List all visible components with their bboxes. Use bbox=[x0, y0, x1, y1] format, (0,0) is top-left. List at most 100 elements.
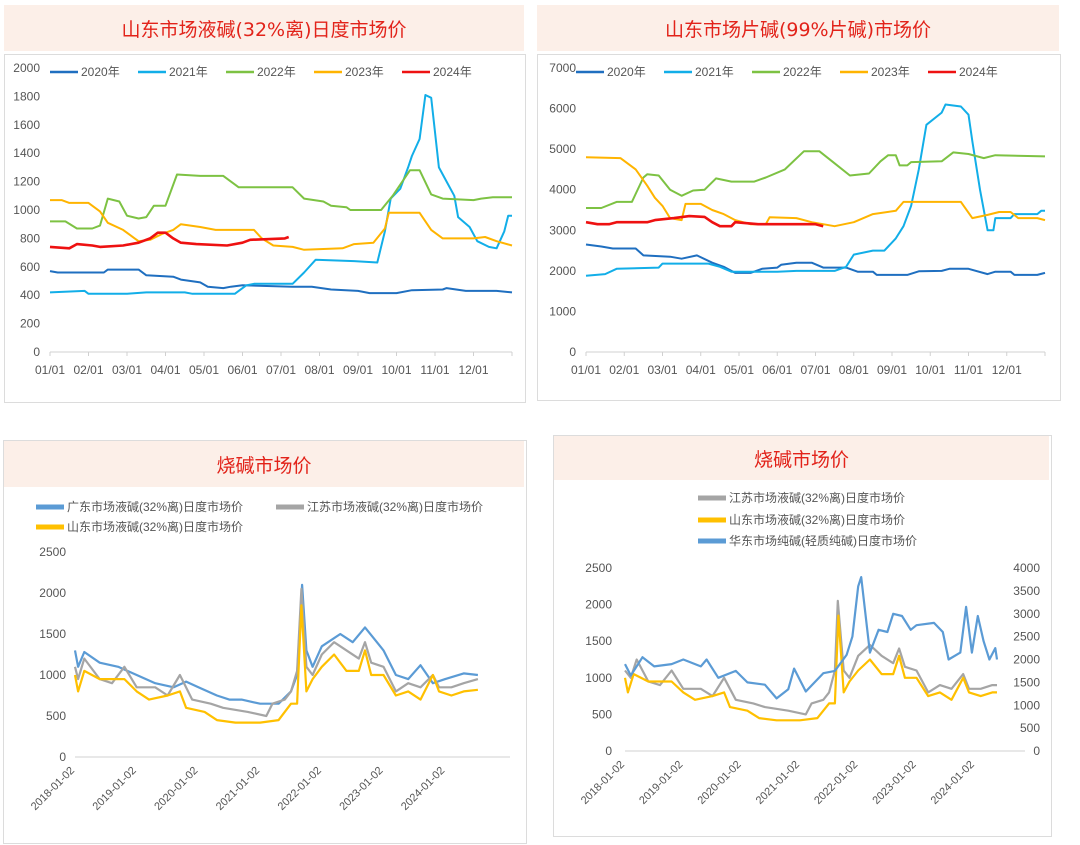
y-tick-label: 600 bbox=[20, 260, 40, 274]
y2-tick-label: 1500 bbox=[1013, 675, 1040, 689]
x-tick-label: 02/01 bbox=[609, 363, 639, 377]
y-tick-label: 5000 bbox=[549, 142, 576, 156]
y-tick-label: 1400 bbox=[13, 146, 40, 160]
y-tick-label: 2000 bbox=[13, 61, 40, 75]
chart1-title: 山东市场液碱(32%离)日度市场价 bbox=[4, 5, 524, 51]
y-tick-label: 7000 bbox=[549, 61, 576, 75]
y-tick-label: 0 bbox=[59, 750, 66, 764]
legend-label: 2022年 bbox=[783, 65, 822, 79]
chart-2: 0 1000 2000 3000 4000 5000 6000 7000 01/01 02/01 0… bbox=[549, 61, 1046, 377]
legend-label: 2020年 bbox=[607, 65, 646, 79]
y-tick-label: 1000 bbox=[13, 203, 40, 217]
x-tick-label: 12/01 bbox=[458, 363, 488, 377]
legend-label: 2024年 bbox=[959, 65, 998, 79]
y-tick-label: 4000 bbox=[549, 183, 576, 197]
y-tick-label: 500 bbox=[46, 709, 66, 723]
chart4-title: 烧碱市场价 bbox=[554, 436, 1049, 480]
series-line-1 bbox=[624, 599, 997, 716]
x-tick-label: 2022-01-02 bbox=[276, 765, 324, 813]
x-tick-label: 05/01 bbox=[189, 363, 219, 377]
x-tick-label: 04/01 bbox=[686, 363, 716, 377]
x-tick-label: 04/01 bbox=[150, 363, 180, 377]
chart-3: 0 500 1000 1500 2000 2500 2018-01-02 2019-01-02… bbox=[29, 499, 510, 813]
series-line-1 bbox=[49, 268, 513, 295]
series-line-2 bbox=[73, 587, 479, 718]
legend-label: 广东市场液碱(32%离)日度市场价 bbox=[67, 499, 243, 514]
x-tick-label: 02/01 bbox=[73, 363, 103, 377]
x-tick-label: 2024-01-02 bbox=[399, 765, 447, 813]
legend-label: 山东市场液碱(32%离)日度市场价 bbox=[67, 519, 243, 534]
legend-label: 2021年 bbox=[695, 65, 734, 79]
x-tick-label: 10/01 bbox=[381, 363, 411, 377]
x-tick-label: 01/01 bbox=[35, 363, 65, 377]
x-tick-label: 2021-01-02 bbox=[214, 765, 262, 813]
legend-label: 山东市场液碱(32%离)日度市场价 bbox=[729, 512, 905, 527]
chart3-frame bbox=[3, 440, 527, 844]
series-line-3 bbox=[50, 169, 512, 230]
x-tick-label: 2019-01-02 bbox=[91, 765, 139, 813]
y-tick-label: 6000 bbox=[549, 102, 576, 116]
series-line-3 bbox=[586, 150, 1046, 209]
x-tick-label: 05/01 bbox=[724, 363, 754, 377]
y2-tick-label: 1000 bbox=[1013, 698, 1040, 712]
legend-label: 2024年 bbox=[433, 65, 472, 79]
x-tick-label: 01/01 bbox=[571, 363, 601, 377]
y-tick-label: 0 bbox=[569, 345, 576, 359]
x-tick-label: 12/01 bbox=[992, 363, 1022, 377]
x-tick-label: 11/01 bbox=[420, 363, 449, 377]
x-tick-label: 2021-01-02 bbox=[754, 759, 802, 807]
y-tick-label: 1800 bbox=[13, 89, 40, 103]
x-tick-label: 03/01 bbox=[112, 363, 142, 377]
x-tick-label: 07/01 bbox=[266, 363, 296, 377]
y2-tick-label: 500 bbox=[1020, 721, 1040, 735]
legend-label: 江苏市场液碱(32%离)日度市场价 bbox=[307, 499, 483, 514]
legend-label: 2021年 bbox=[169, 65, 208, 79]
y-tick-label: 0 bbox=[33, 345, 40, 359]
y-tick-label: 3000 bbox=[549, 223, 576, 237]
x-tick-label: 2023-01-02 bbox=[337, 765, 385, 813]
x-tick-label: 07/01 bbox=[800, 363, 830, 377]
x-tick-label: 03/01 bbox=[647, 363, 677, 377]
y2-tick-label: 2500 bbox=[1013, 630, 1040, 644]
x-tick-label: 2019-01-02 bbox=[637, 759, 685, 807]
x-tick-label: 2022-01-02 bbox=[812, 759, 860, 807]
y-tick-label: 1600 bbox=[13, 118, 40, 132]
x-tick-label: 09/01 bbox=[877, 363, 907, 377]
y-tick-label: 2500 bbox=[39, 545, 66, 559]
series-line-2 bbox=[585, 103, 1045, 277]
x-tick-label: 2023-01-02 bbox=[870, 759, 918, 807]
x-tick-label: 06/01 bbox=[227, 363, 257, 377]
legend-label: 2022年 bbox=[257, 65, 296, 79]
x-tick-label: 08/01 bbox=[304, 363, 334, 377]
y-tick-label: 400 bbox=[20, 288, 40, 302]
y-tick-label: 800 bbox=[20, 231, 40, 245]
y-tick-label: 1200 bbox=[13, 175, 40, 189]
x-tick-label: 06/01 bbox=[762, 363, 792, 377]
y2-tick-label: 3500 bbox=[1013, 584, 1040, 598]
series-line-3 bbox=[73, 604, 479, 724]
chart3-title: 烧碱市场价 bbox=[4, 441, 524, 487]
series-line-3 bbox=[624, 576, 999, 700]
chart2-frame bbox=[537, 54, 1061, 401]
y-tick-label: 2500 bbox=[585, 561, 612, 575]
chart-4: 0 500 1000 1500 2000 2500 0 500 1000 1500 2000 2500… bbox=[579, 490, 1040, 807]
series-line-2 bbox=[623, 614, 997, 722]
chart-1: 0 200 400 600 800 1000 1200 1400 1600 1800 2000 01/… bbox=[13, 61, 513, 377]
y2-tick-label: 3000 bbox=[1013, 607, 1040, 621]
y-tick-label: 2000 bbox=[585, 598, 612, 612]
x-tick-label: 08/01 bbox=[839, 363, 869, 377]
series-line-1 bbox=[585, 243, 1046, 276]
y-tick-label: 1000 bbox=[585, 671, 612, 685]
y2-tick-label: 4000 bbox=[1013, 561, 1040, 575]
x-tick-label: 11/01 bbox=[954, 363, 983, 377]
y-tick-label: 1000 bbox=[39, 668, 66, 682]
y-tick-label: 500 bbox=[592, 707, 612, 721]
y2-tick-label: 0 bbox=[1033, 744, 1040, 758]
y-tick-label: 200 bbox=[20, 317, 40, 331]
series-line-5 bbox=[49, 231, 290, 250]
legend-label: 华东市场纯碱(轻质纯碱)日度市场价 bbox=[729, 533, 917, 548]
x-tick-label: 2018-01-02 bbox=[29, 765, 77, 813]
legend-label: 江苏市场液碱(32%离)日度市场价 bbox=[729, 490, 905, 505]
